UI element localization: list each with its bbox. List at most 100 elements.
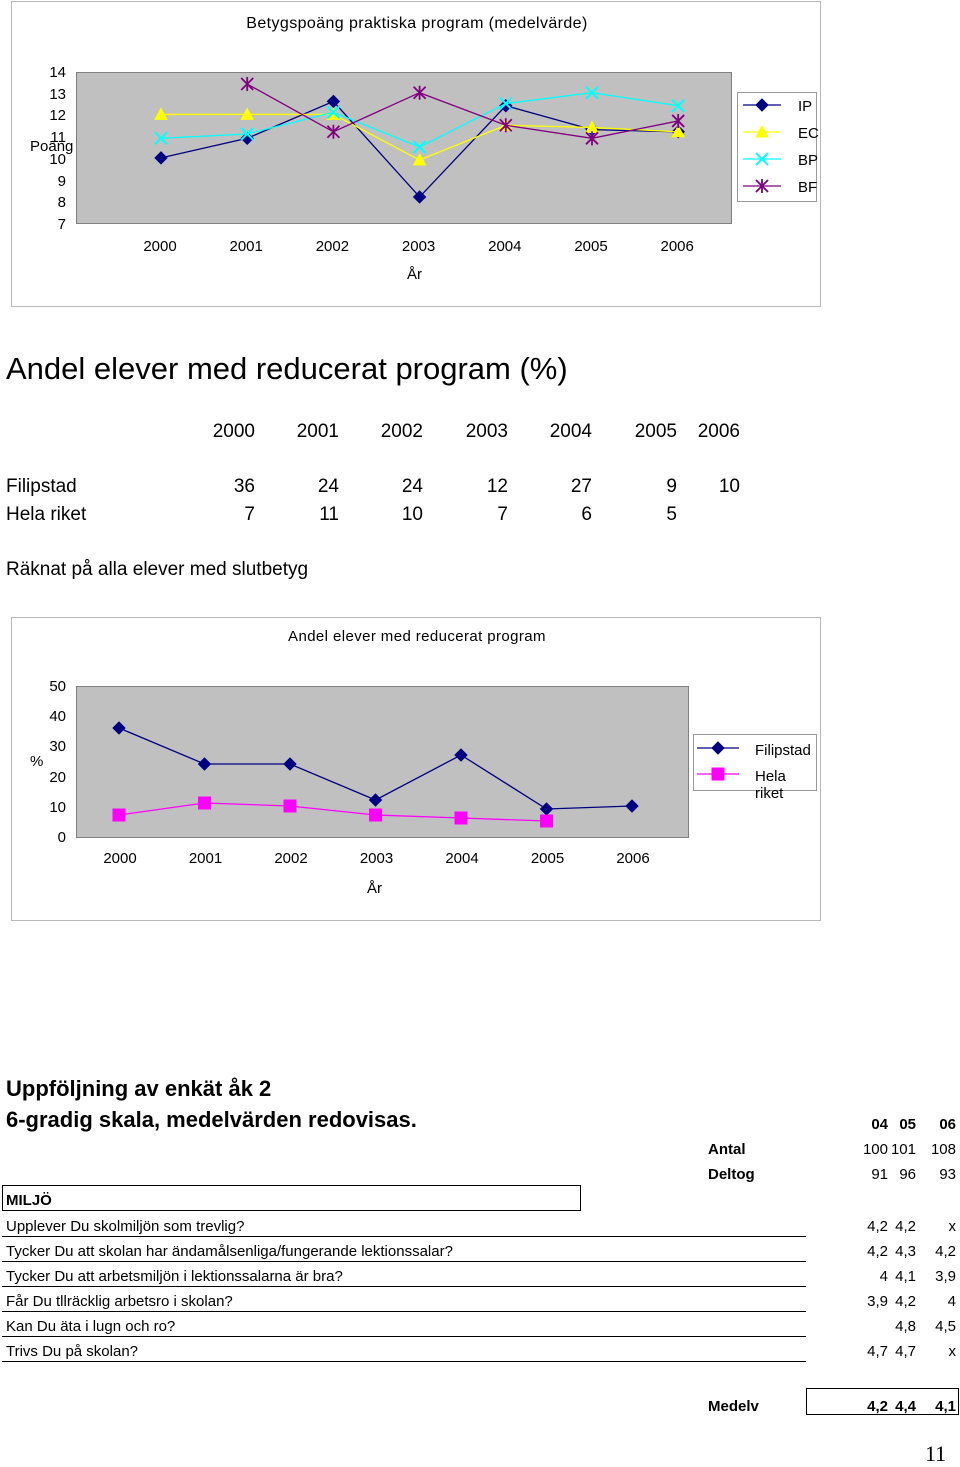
y-tick-label: 12 — [49, 107, 66, 125]
y-tick-label: 30 — [49, 738, 66, 756]
data-point-hela-riket — [112, 808, 126, 822]
question-value: 4,7 — [895, 1343, 916, 1360]
x-tick-label: 2001 — [188, 850, 223, 867]
legend-marker-ec — [755, 124, 769, 138]
table-cell: 12 — [486, 476, 508, 497]
data-point-ec — [240, 107, 255, 120]
question-value: 3,9 — [935, 1268, 956, 1285]
y-tick-label: 7 — [57, 215, 66, 233]
chart1-marks — [154, 77, 781, 204]
legend: IP EC BP BF — [737, 92, 819, 202]
data-point-bf — [671, 113, 685, 128]
table-cell: 24 — [401, 476, 423, 497]
question-value: x — [948, 1343, 957, 1360]
x-tick-label: 2006 — [616, 850, 650, 867]
data-point-bp — [499, 96, 513, 111]
deltog-value: 93 — [939, 1166, 956, 1183]
data-point-ip — [240, 131, 254, 146]
legend-label: Filipstad — [755, 742, 811, 759]
legend-marker-bf — [755, 179, 769, 193]
question-value: 4,8 — [895, 1318, 916, 1335]
data-point-hela-riket — [540, 814, 553, 828]
x-tick-label: 2001 — [229, 238, 263, 255]
x-tick-label: 2006 — [660, 238, 694, 255]
deltog-value: 96 — [899, 1166, 916, 1183]
question-underline — [2, 1261, 806, 1262]
y-tick-label: 20 — [49, 768, 66, 786]
table-cell: 36 — [233, 476, 255, 497]
question-value: 4,7 — [867, 1343, 888, 1360]
question-text: Upplever Du skolmiljön som trevlig? — [6, 1218, 245, 1235]
data-point-ec — [412, 152, 427, 166]
data-point-filipstad — [197, 757, 212, 771]
year-header: 2004 — [549, 421, 592, 442]
question-underline — [2, 1286, 806, 1287]
data-point-filipstad — [112, 721, 126, 735]
row-label: Filipstad — [6, 476, 77, 497]
table-cell: 24 — [317, 476, 339, 497]
data-point-bp — [671, 99, 685, 113]
chart2-marks — [112, 721, 739, 828]
question-text: Trivs Du på skolan? — [6, 1343, 138, 1360]
chart-reducerat: Andel elever med reducerat program % År … — [11, 617, 821, 921]
plot-area — [76, 686, 689, 838]
x-tick-label: 2004 — [488, 238, 522, 255]
data-point-hela-riket — [198, 796, 211, 810]
table-cell: 11 — [319, 504, 339, 525]
year-header: 2000 — [212, 421, 255, 442]
data-point-bp — [154, 131, 168, 146]
question-value: 4,2 — [867, 1243, 888, 1260]
data-point-ec — [154, 107, 168, 120]
y-axis-label: Poäng — [30, 138, 74, 155]
medelv-value: 4,2 — [867, 1398, 888, 1415]
data-point-bp — [412, 140, 427, 154]
question-text: Tycker Du att skolan har ändamålsenliga/… — [6, 1243, 453, 1260]
antal-label: Antal — [708, 1141, 746, 1158]
data-point-ip — [154, 151, 168, 165]
medelv-value: 4,1 — [935, 1398, 956, 1415]
data-point-filipstad — [368, 793, 383, 807]
y-tick-label: 40 — [49, 708, 66, 726]
legend-label: Hela riket — [755, 768, 786, 802]
legend-label: BF — [798, 179, 818, 196]
data-point-filipstad — [539, 802, 554, 816]
data-point-bf — [499, 118, 513, 133]
medelv-label: Medelv — [708, 1398, 759, 1415]
deltog-value: 91 — [871, 1166, 888, 1183]
table-cell: 5 — [666, 504, 677, 525]
medelv-box — [806, 1388, 959, 1415]
y-tick-label: 8 — [57, 194, 66, 212]
table-cell: 10 — [718, 476, 740, 497]
legend-marker-hela-riket — [711, 767, 725, 781]
legend-marker-filipstad — [711, 741, 725, 755]
data-point-ip — [412, 190, 427, 204]
section-miljo-box — [2, 1185, 581, 1211]
y-tick-label: 11 — [50, 129, 66, 147]
series-line-hela-riket — [118, 802, 547, 822]
year-header: 2003 — [465, 421, 508, 442]
legend-label: IP — [798, 98, 813, 115]
question-underline — [2, 1336, 806, 1337]
y-axis-label: % — [30, 753, 44, 770]
legend-marker-ip — [755, 98, 769, 112]
chart-title: Andel elever med reducerat program — [288, 628, 546, 645]
question-underline — [2, 1311, 806, 1312]
reduced-note: Räknat på alla elever med slutbetyg — [6, 559, 309, 580]
question-value: 3,9 — [867, 1293, 888, 1310]
question-underline — [2, 1236, 806, 1237]
y-tick-label: 13 — [49, 85, 66, 103]
question-text: Kan Du äta i lugn och ro? — [6, 1318, 176, 1335]
row-label: Hela riket — [6, 504, 87, 525]
data-point-filipstad — [625, 799, 639, 813]
question-value: 4,1 — [895, 1268, 916, 1285]
question-value: x — [948, 1218, 957, 1235]
y-tick-label: 10 — [49, 798, 66, 816]
year-header: 2006 — [697, 421, 740, 442]
question-text: Får Du tllräcklig arbetsro i skolan? — [6, 1293, 233, 1310]
year-header: 05 — [899, 1116, 916, 1133]
data-point-bf — [585, 131, 599, 146]
data-point-hela-riket — [454, 811, 468, 825]
antal-value: 101 — [890, 1141, 916, 1158]
x-axis-label: År — [407, 266, 422, 283]
y-tick-label: 0 — [57, 829, 66, 846]
